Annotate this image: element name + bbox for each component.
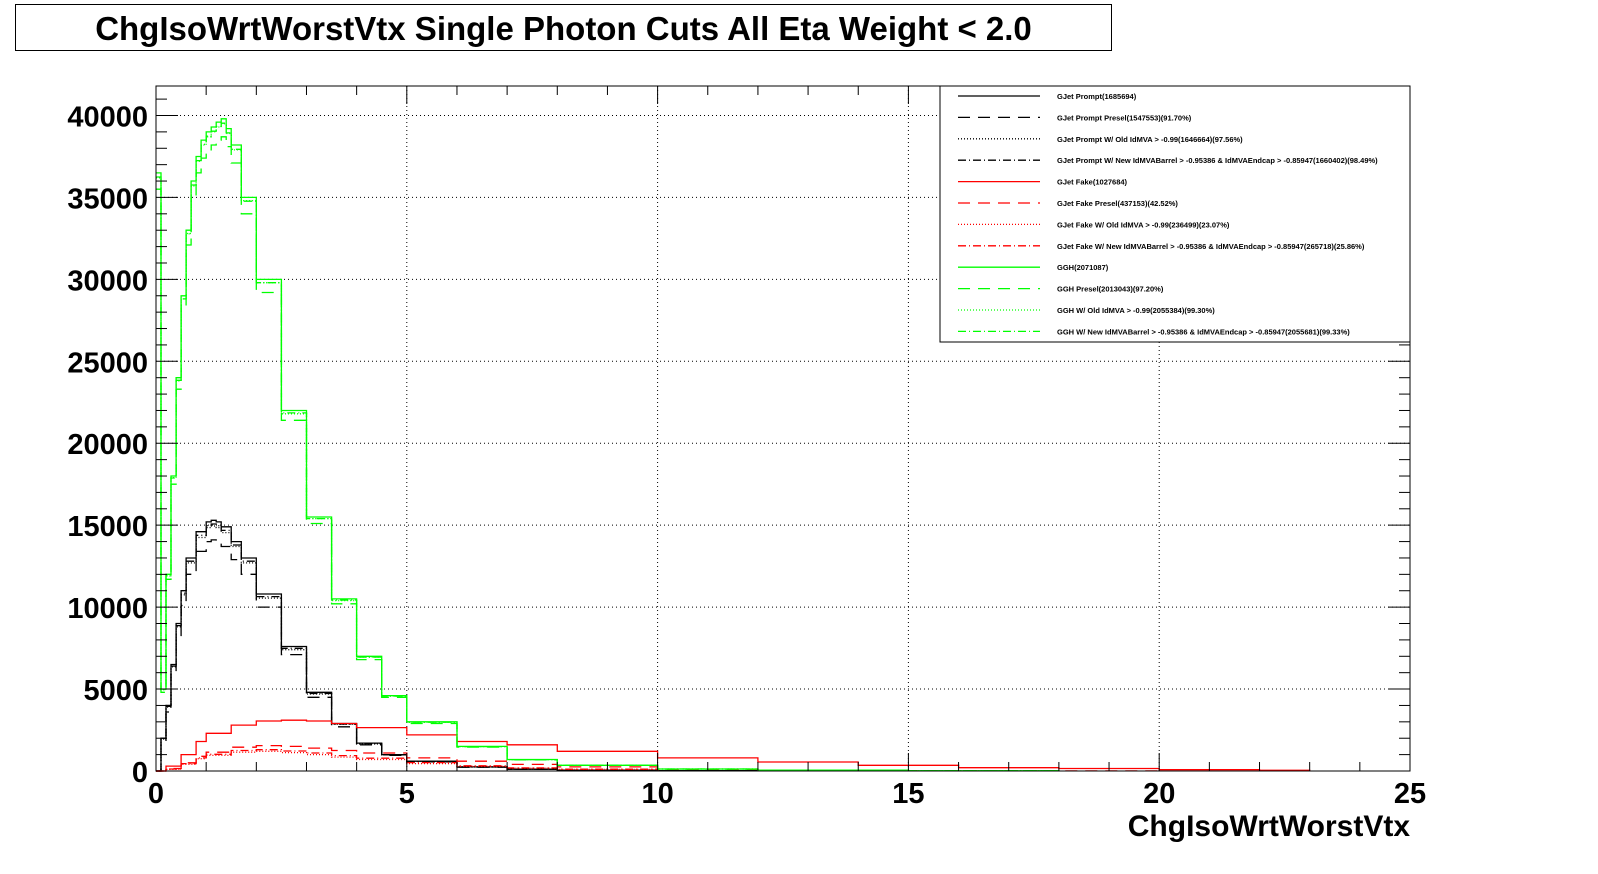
legend-entry: GJet Prompt(1685694)	[1057, 92, 1137, 101]
y-tick-label: 0	[132, 757, 148, 789]
y-tick-label: 5000	[83, 675, 148, 707]
series-line-12	[156, 122, 1060, 772]
series-line-10	[156, 136, 1060, 772]
series-line-5	[156, 719, 1311, 772]
legend-entry: GJet Fake(1027684)	[1057, 178, 1128, 187]
series-line-11	[156, 123, 1060, 772]
series-line-7	[156, 750, 659, 772]
legend-entry: GGH W/ New IdMVABarrel > -0.95386 & IdMV…	[1057, 327, 1350, 336]
series-line-3	[156, 525, 910, 772]
y-tick-label: 10000	[67, 593, 148, 625]
series-line-2	[156, 539, 909, 772]
legend-box	[939, 85, 1411, 343]
legend-entry: GGH Presel(2013043)(97.20%)	[1057, 285, 1164, 294]
y-tick-label: 20000	[67, 429, 148, 461]
x-tick-label: 20	[1143, 778, 1175, 810]
series-line-8	[156, 749, 659, 772]
y-tick-label: 40000	[67, 101, 148, 133]
series-line-4	[156, 523, 910, 772]
y-tick-label: 25000	[67, 347, 148, 379]
x-tick-label: 15	[892, 778, 924, 810]
x-tick-label: 0	[148, 778, 164, 810]
y-tick-label: 35000	[67, 183, 148, 215]
legend-entry: GJet Prompt W/ Old IdMVA > -0.99(1646664…	[1057, 135, 1243, 144]
y-tick-label: 30000	[67, 265, 148, 297]
legend-entry: GGH(2071087)	[1057, 263, 1109, 272]
legend-entry: GJet Fake W/ Old IdMVA > -0.99(236499)(2…	[1057, 220, 1230, 229]
y-tick-label: 15000	[67, 511, 148, 543]
x-tick-label: 25	[1394, 778, 1426, 810]
chart-title: ChgIsoWrtWorstVtx Single Photon Cuts All…	[95, 10, 1032, 47]
legend-entry: GGH W/ Old IdMVA > -0.99(2055384)(99.30%…	[1057, 306, 1215, 315]
series-line-1	[156, 519, 910, 772]
legend: GJet Prompt(1685694) GJet Prompt Presel(1…	[939, 85, 1411, 343]
x-tick-label: 10	[641, 778, 673, 810]
series-line-9	[156, 118, 1060, 772]
legend-entry: GJet Fake Presel(437153)(42.52%)	[1057, 199, 1178, 208]
x-axis-label: ChgIsoWrtWorstVtx	[1128, 810, 1411, 843]
series-line-6	[156, 744, 1160, 772]
legend-entry: GJet Fake W/ New IdMVABarrel > -0.95386 …	[1057, 242, 1365, 251]
axis-tick-labels: 0 5 10 15 20 25 0 5000 10000 15000 20000 25000 30000…	[67, 101, 1426, 810]
chart-title-box: ChgIsoWrtWorstVtx Single Photon Cuts All…	[15, 4, 1112, 51]
legend-entry: GJet Prompt Presel(1547553)(91.70%)	[1057, 113, 1192, 122]
x-tick-label: 5	[399, 778, 415, 810]
legend-entry: GJet Prompt W/ New IdMVABarrel > -0.9538…	[1057, 156, 1378, 165]
plot-frame	[155, 85, 1411, 772]
